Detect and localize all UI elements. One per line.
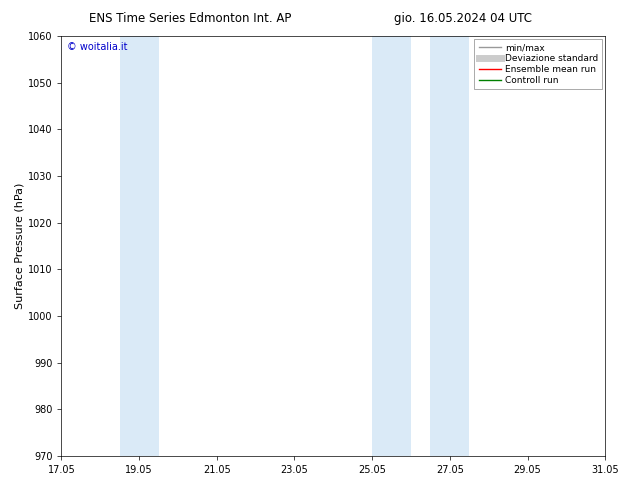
Text: gio. 16.05.2024 04 UTC: gio. 16.05.2024 04 UTC — [394, 12, 532, 25]
Bar — [372, 36, 411, 456]
Text: © woitalia.it: © woitalia.it — [67, 43, 127, 52]
Bar — [430, 36, 469, 456]
Y-axis label: Surface Pressure (hPa): Surface Pressure (hPa) — [15, 183, 25, 309]
Legend: min/max, Deviazione standard, Ensemble mean run, Controll run: min/max, Deviazione standard, Ensemble m… — [474, 39, 602, 89]
Bar — [120, 36, 158, 456]
Text: ENS Time Series Edmonton Int. AP: ENS Time Series Edmonton Int. AP — [89, 12, 292, 25]
